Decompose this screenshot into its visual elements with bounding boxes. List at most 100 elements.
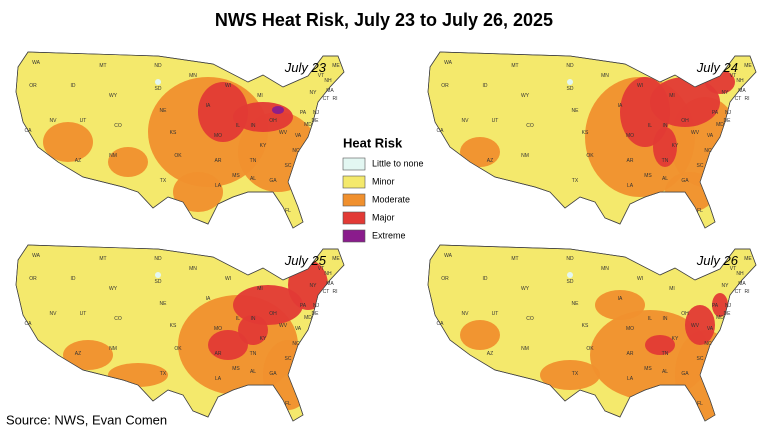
state-label: MI — [669, 286, 675, 292]
state-label: NH — [324, 78, 332, 84]
state-label: SD — [155, 279, 162, 285]
state-label: PA — [712, 110, 719, 116]
state-label: MI — [669, 93, 675, 99]
state-label: WY — [109, 286, 118, 292]
state-label: IL — [648, 316, 652, 322]
state-label: WA — [32, 253, 41, 259]
state-label: CA — [25, 321, 33, 327]
state-label: MT — [99, 256, 106, 262]
state-label: ND — [154, 256, 162, 262]
state-label: SD — [567, 86, 574, 92]
state-label: IA — [618, 296, 623, 302]
state-label: RI — [333, 96, 338, 102]
state-label: SD — [567, 279, 574, 285]
state-label: MA — [738, 88, 746, 94]
state-label: VT — [318, 73, 324, 79]
panel-label: July 23 — [284, 60, 327, 75]
state-label: MT — [511, 256, 518, 262]
heat-area — [108, 147, 148, 177]
state-label: MS — [232, 366, 240, 372]
state-label: NC — [704, 148, 712, 154]
state-label: MO — [626, 326, 634, 332]
state-label: TN — [250, 351, 257, 357]
heat-area — [540, 360, 600, 390]
map-panel: WA OR CA NV ID MT WY UT AZ CO NM ND SD NE KS OK TX MN IA MO… — [427, 51, 757, 229]
source: Source: NWS, Evan Comen — [6, 412, 167, 427]
state-label: ME — [744, 63, 752, 69]
state-label: IL — [648, 123, 652, 129]
state-label: PA — [300, 303, 307, 309]
state-label: OR — [29, 276, 37, 282]
state-label: IN — [251, 316, 256, 322]
us-outline — [427, 51, 757, 229]
state-label: ND — [566, 63, 574, 69]
state-label: KY — [260, 143, 267, 149]
state-label: ID — [483, 83, 488, 89]
state-label: NY — [722, 283, 730, 289]
state-label: FL — [285, 401, 291, 407]
heat-area — [233, 285, 303, 325]
state-label: SC — [697, 356, 704, 362]
state-label: KY — [672, 143, 679, 149]
state-label: DE — [312, 118, 320, 124]
heat-area — [460, 137, 500, 167]
state-label: DE — [724, 311, 732, 317]
state-label: KS — [170, 130, 177, 136]
state-label: WV — [691, 323, 700, 329]
state-label: NJ — [725, 303, 732, 309]
state-label: LA — [215, 376, 222, 382]
state-label: NJ — [725, 110, 732, 116]
state-label: MO — [626, 133, 634, 139]
state-label: MD — [304, 122, 312, 128]
state-label: WA — [444, 253, 453, 259]
state-label: MS — [232, 173, 240, 179]
state-label: NH — [736, 78, 744, 84]
state-label: UT — [492, 311, 499, 317]
state-label: NV — [462, 118, 470, 124]
state-label: AR — [627, 158, 634, 164]
state-label: NE — [572, 108, 580, 114]
state-label: WV — [691, 130, 700, 136]
state-label: VA — [295, 133, 302, 139]
state-label: KS — [582, 130, 589, 136]
state-label: AZ — [487, 158, 493, 164]
state-label: OR — [441, 276, 449, 282]
us-outline — [15, 244, 345, 422]
state-label: OH — [681, 118, 689, 124]
state-label: WY — [109, 93, 118, 99]
state-label: OH — [681, 311, 689, 317]
state-label: WA — [444, 60, 453, 66]
state-label: VA — [707, 133, 714, 139]
heat-area — [43, 122, 93, 162]
state-label: WA — [32, 60, 41, 66]
state-label: CO — [114, 316, 122, 322]
state-label: AR — [627, 351, 634, 357]
state-label: NH — [736, 271, 744, 277]
state-label: NE — [160, 301, 168, 307]
state-label: KS — [582, 323, 589, 329]
state-label: RI — [745, 96, 750, 102]
state-label: NY — [310, 90, 318, 96]
state-label: GA — [681, 178, 689, 184]
state-label: AZ — [75, 351, 81, 357]
heat-area — [208, 330, 248, 360]
map-panels: WA OR CA NV ID MT WY UT AZ CO NM ND SD NE KS OK TX MN IA MO… — [15, 51, 757, 422]
state-label: UT — [80, 118, 87, 124]
state-label: ND — [154, 63, 162, 69]
heat-area — [238, 315, 268, 345]
state-label: MN — [601, 73, 609, 79]
state-label: AL — [662, 369, 668, 375]
heat-area — [272, 106, 284, 114]
state-label: GA — [681, 371, 689, 377]
state-label: ID — [71, 276, 76, 282]
state-label: MT — [511, 63, 518, 69]
legend-swatch — [342, 211, 366, 225]
state-label: IL — [236, 123, 240, 129]
state-label: GA — [269, 178, 277, 184]
state-label: MD — [716, 122, 724, 128]
state-label: VT — [730, 73, 736, 79]
state-label: NV — [50, 311, 58, 317]
state-label: NV — [462, 311, 470, 317]
state-label: SD — [155, 86, 162, 92]
